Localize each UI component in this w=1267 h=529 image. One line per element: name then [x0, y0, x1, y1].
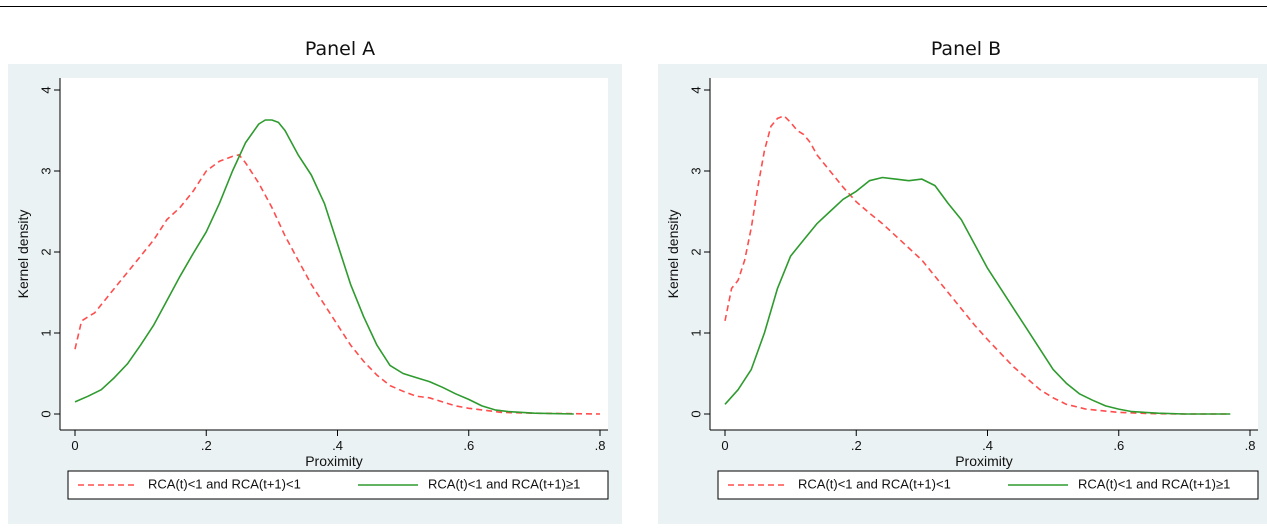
x-tick-label: .4 [332, 438, 343, 453]
legend-box [67, 470, 609, 500]
y-tick-label: 3 [688, 167, 703, 174]
plot-area [60, 78, 608, 430]
chart-a-svg: 0 1 2 3 4 0 .2 .4 .6 .8 Proximity Kernel density RCA… [15, 78, 609, 500]
top-rule [0, 6, 1267, 7]
x-tick-label: .2 [201, 438, 212, 453]
series-line-2 [724, 176, 1231, 415]
legend-box [717, 470, 1259, 500]
y-tick-label: 0 [688, 410, 703, 417]
panel-a-title: Panel A [304, 38, 376, 60]
x-tick-label: 0 [71, 438, 78, 453]
y-tick-label: 4 [688, 86, 703, 93]
series-line-1 [74, 154, 601, 415]
series-line-1 [724, 115, 1231, 415]
y-tick-label: 1 [688, 329, 703, 336]
y-tick-label: 4 [38, 86, 53, 93]
legend-label-1: RCA(t)<1 and RCA(t+1)<1 [798, 476, 951, 491]
x-axis-label: Proximity [305, 453, 363, 469]
x-tick-label: .8 [1245, 438, 1256, 453]
legend-label-2: RCA(t)<1 and RCA(t+1)≥1 [428, 476, 580, 491]
chart-panel-b: 0 1 2 3 4 0 .2 .4 .6 .8 Proximity Kernel density RCA… [658, 64, 1267, 524]
y-axis-label: Kernel density [665, 210, 681, 299]
x-tick-label: .6 [1113, 438, 1124, 453]
y-tick-label: 0 [38, 410, 53, 417]
y-axis-label: Kernel density [15, 210, 31, 299]
chart-panel-a: 0 1 2 3 4 0 .2 .4 .6 .8 Proximity Kernel density RCA… [8, 64, 622, 524]
y-tick-label: 2 [688, 248, 703, 255]
x-tick-label: .8 [595, 438, 606, 453]
x-tick-label: 0 [721, 438, 728, 453]
plot-area [710, 78, 1258, 430]
panel-b-title: Panel B [930, 38, 1002, 60]
y-tick-label: 2 [38, 248, 53, 255]
x-tick-label: .2 [851, 438, 862, 453]
y-tick-label: 1 [38, 329, 53, 336]
x-tick-label: .6 [463, 438, 474, 453]
legend-label-2: RCA(t)<1 and RCA(t+1)≥1 [1078, 476, 1230, 491]
chart-b-svg: 0 1 2 3 4 0 .2 .4 .6 .8 Proximity Kernel density RCA… [665, 78, 1259, 500]
x-tick-label: .4 [982, 438, 993, 453]
y-tick-label: 3 [38, 167, 53, 174]
series-line-2 [74, 119, 574, 415]
legend-label-1: RCA(t)<1 and RCA(t+1)<1 [148, 476, 301, 491]
x-axis-label: Proximity [955, 453, 1013, 469]
